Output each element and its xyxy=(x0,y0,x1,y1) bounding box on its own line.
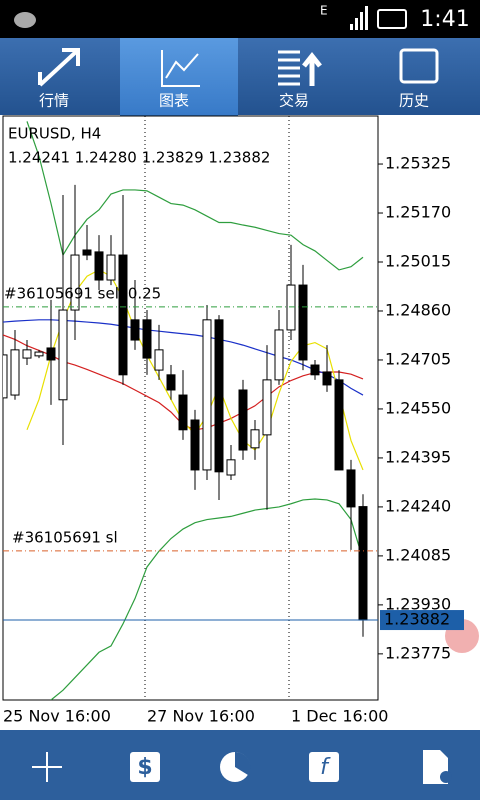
tabs: 行情 图表 交易 历史 xyxy=(39,92,429,110)
order-label: #36105691 sell 0.25 xyxy=(4,284,161,302)
x-tick-label: 27 Nov 16:00 xyxy=(147,707,255,726)
candle-body xyxy=(22,349,32,359)
android-icon xyxy=(14,12,36,28)
candle-body xyxy=(46,347,56,361)
crosshair-button[interactable] xyxy=(32,752,62,782)
candle-body xyxy=(274,329,284,381)
candle-body xyxy=(10,349,20,396)
period-button[interactable] xyxy=(220,751,251,782)
candle-body xyxy=(238,389,248,451)
tab[interactable]: 图表 xyxy=(159,92,189,110)
battery-icon xyxy=(377,9,407,29)
svg-text:$: $ xyxy=(137,755,152,780)
indicators-button[interactable]: f xyxy=(309,752,339,782)
candle-body xyxy=(82,249,92,256)
tab-icons xyxy=(38,48,439,87)
candle-body xyxy=(58,309,68,401)
candle-body xyxy=(202,319,212,471)
candle-body xyxy=(154,349,164,371)
trade-button[interactable]: $ xyxy=(130,752,160,782)
status-bar xyxy=(0,0,480,38)
indicator-line xyxy=(50,498,364,700)
bid-label-box xyxy=(380,610,464,631)
x-tick-label: 1 Dec 16:00 xyxy=(291,707,388,726)
candle-body xyxy=(298,284,308,361)
candle-body xyxy=(250,429,260,449)
y-tick-label: 1.24395 xyxy=(385,447,451,466)
y-tick-label: 1.24860 xyxy=(385,300,451,319)
indicator-line xyxy=(26,121,364,271)
plot-area xyxy=(3,116,378,700)
candle-body xyxy=(262,379,272,436)
order-label: #36105691 sl xyxy=(12,528,118,546)
network-type: E xyxy=(320,4,328,18)
y-tick-label: 1.23930 xyxy=(385,594,451,613)
y-tick-label: 1.25015 xyxy=(385,252,451,271)
candle-body xyxy=(34,351,44,357)
ohlc-readout: 1.24241 1.24280 1.23829 1.23882 xyxy=(8,149,270,167)
y-tick-label: 1.24085 xyxy=(385,545,451,564)
tab[interactable]: 历史 xyxy=(399,92,429,110)
candle-body xyxy=(3,354,8,399)
candle-body xyxy=(226,459,236,476)
candle-body xyxy=(70,254,80,311)
candle-body xyxy=(346,469,356,508)
candle-body xyxy=(106,254,116,281)
candle-body xyxy=(334,379,344,471)
candle-body xyxy=(130,319,140,341)
tab-selected-bg xyxy=(120,38,238,120)
candle-body xyxy=(118,254,128,376)
y-tick-label: 1.23775 xyxy=(385,643,451,662)
candle-body xyxy=(166,374,176,391)
template-button[interactable] xyxy=(423,750,452,784)
candle-body xyxy=(142,319,152,359)
y-tick-label: 1.24550 xyxy=(385,398,451,417)
candle-body xyxy=(190,419,200,471)
y-tick-label: 1.24240 xyxy=(385,496,451,515)
candle-body xyxy=(322,371,332,386)
y-tick-label: 1.24705 xyxy=(385,349,451,368)
bid-label: 1.23882 xyxy=(384,610,450,629)
candle-body xyxy=(310,364,320,376)
chart-title: EURUSD, H4 xyxy=(8,125,101,143)
x-tick-label: 25 Nov 16:00 xyxy=(3,707,111,726)
candle-body xyxy=(94,251,104,281)
axes: 1.25325 1.25170 1.25015 1.24860 1.24705 1.245… xyxy=(3,154,451,726)
candle-body xyxy=(214,319,224,473)
svg-text:f: f xyxy=(320,755,331,780)
y-tick-label: 1.25170 xyxy=(385,203,451,222)
plot-frame xyxy=(2,115,379,701)
y-tick-label: 1.25325 xyxy=(385,154,451,173)
tab[interactable]: 行情 xyxy=(39,92,69,110)
candle-body xyxy=(286,284,296,331)
candle-body xyxy=(358,506,368,621)
tab[interactable]: 交易 xyxy=(279,92,309,110)
signal-icon xyxy=(350,6,368,30)
candle-body xyxy=(178,394,188,431)
clock: 1:41 xyxy=(420,7,469,32)
